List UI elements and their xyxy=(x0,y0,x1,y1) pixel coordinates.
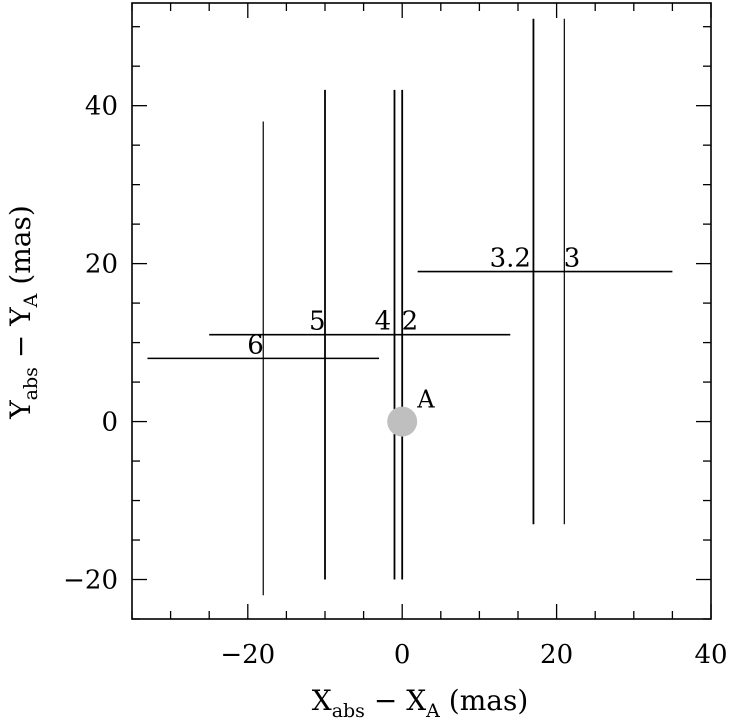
point-label: 5 xyxy=(309,307,326,337)
error-bars xyxy=(147,18,673,596)
y-tick-label: 40 xyxy=(85,92,118,122)
x-tick-label: 40 xyxy=(694,640,727,670)
axes-frame xyxy=(131,2,712,620)
axis-ticks xyxy=(131,3,712,620)
point-label: 3.2 xyxy=(490,244,531,274)
point-label: 3 xyxy=(564,244,581,274)
x-tick-label: −20 xyxy=(220,640,275,670)
reference-point-label: A xyxy=(416,386,435,414)
plot-frame xyxy=(131,2,712,620)
point-label: 4 xyxy=(375,307,392,337)
point-label: 6 xyxy=(247,330,264,360)
x-axis-label: Xabs − XA (mas) xyxy=(312,684,529,719)
y-axis-label: Yabs − YA (mas) xyxy=(4,205,42,420)
point-labels: 6 5 4 2 3.2 3 xyxy=(247,244,580,361)
y-tick-label: 20 xyxy=(85,250,118,280)
point-label: 2 xyxy=(402,307,419,337)
x-tick-label: 0 xyxy=(394,640,411,670)
x-tick-labels: −20 0 20 40 xyxy=(220,640,727,670)
y-tick-label: −20 xyxy=(63,566,118,596)
y-tick-labels: −20 0 20 40 xyxy=(63,92,118,596)
reference-point-a xyxy=(387,406,418,437)
x-tick-label: 20 xyxy=(540,640,573,670)
y-tick-label: 0 xyxy=(101,408,118,438)
reference-point-group: A xyxy=(387,386,435,437)
